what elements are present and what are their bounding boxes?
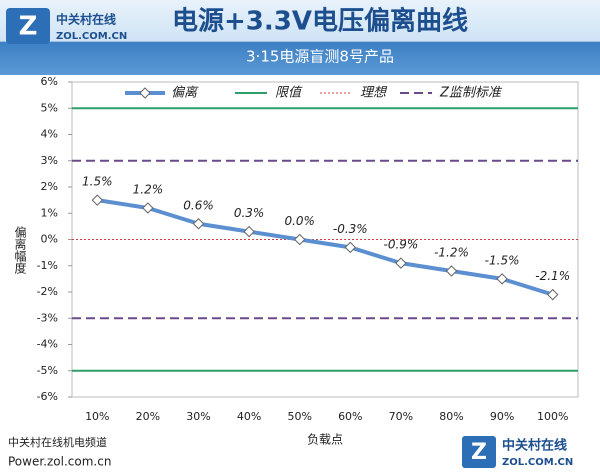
data-point: [192, 218, 205, 230]
data-point: [142, 202, 154, 214]
chart-subtitle: 3·15电源盲测8号产品: [246, 48, 394, 66]
y-tick-label: 4%: [41, 128, 58, 141]
logo-name-bottom: 中关村在线: [502, 438, 567, 454]
logo-letter: Z: [19, 12, 38, 42]
data-point: [445, 265, 458, 277]
data-point: [344, 241, 357, 254]
data-label: 1.5%: [82, 175, 113, 189]
data-point: [395, 257, 407, 269]
y-tick-label: 2%: [41, 180, 58, 193]
x-tick-label: 50%: [287, 410, 311, 423]
logo-icon-bottom: [462, 436, 496, 468]
x-tick-label: 60%: [338, 410, 362, 423]
logo-icon: [6, 8, 50, 44]
footer-site: Power.zol.com.cn: [8, 455, 111, 469]
x-tick-label: 10%: [85, 410, 109, 423]
y-tick-label: -6%: [37, 390, 58, 403]
y-tick-label: -3%: [37, 311, 58, 324]
x-tick-label: 40%: [237, 410, 261, 423]
legend-label: 限值: [275, 86, 303, 101]
y-tick-label: 5%: [41, 101, 58, 114]
y-axis-label: 偏离幅度: [13, 225, 27, 274]
data-point: [91, 194, 104, 206]
data-label: -2.1%: [535, 269, 570, 283]
logo-url-bottom: ZOL.COM.CN: [502, 457, 573, 468]
data-label: 1.2%: [133, 183, 164, 197]
data-label: -1.5%: [485, 253, 520, 267]
data-label: -0.9%: [383, 238, 418, 252]
data-point: [293, 233, 306, 246]
legend-label: 理想: [360, 86, 388, 101]
x-tick-label: 90%: [490, 410, 514, 423]
y-tick-label: -1%: [37, 259, 58, 272]
data-point: [243, 225, 255, 238]
logo-letter-bottom: Z: [471, 440, 487, 465]
series-line: [96, 198, 554, 297]
legend-label: Z监制标准: [439, 86, 503, 101]
x-axis-label: 负载点: [307, 433, 343, 447]
data-label: -1.2%: [434, 246, 469, 260]
y-tick-label: -4%: [37, 338, 58, 351]
logo-name: 中关村在线: [56, 12, 116, 27]
y-tick-label: 6%: [41, 75, 58, 88]
y-tick-label: 1%: [41, 206, 58, 219]
y-tick-label: 0%: [41, 233, 58, 246]
x-tick-label: 70%: [389, 410, 413, 423]
data-label: 0.0%: [284, 214, 315, 228]
y-tick-label: -5%: [37, 364, 58, 377]
x-tick-label: 20%: [136, 410, 160, 423]
x-tick-label: 30%: [186, 410, 210, 423]
logo-url: ZOL.COM.CN: [56, 31, 127, 42]
data-point: [546, 288, 559, 301]
y-tick-label: 3%: [41, 154, 58, 167]
data-point: [496, 273, 508, 285]
data-label: 0.6%: [183, 198, 214, 212]
footer-channel: 中关村在线机电频道: [8, 435, 107, 449]
data-label: -0.3%: [333, 222, 368, 236]
legend-marker: [139, 87, 151, 99]
legend-label: 偏离: [171, 85, 199, 101]
chart-title: 电源+3.3V电压偏离曲线: [172, 6, 468, 37]
y-tick-label: -2%: [37, 285, 58, 298]
x-tick-label: 80%: [439, 410, 463, 423]
data-label: 0.3%: [234, 206, 265, 220]
header-band: [0, 0, 600, 75]
x-tick-label: 100%: [537, 410, 568, 423]
